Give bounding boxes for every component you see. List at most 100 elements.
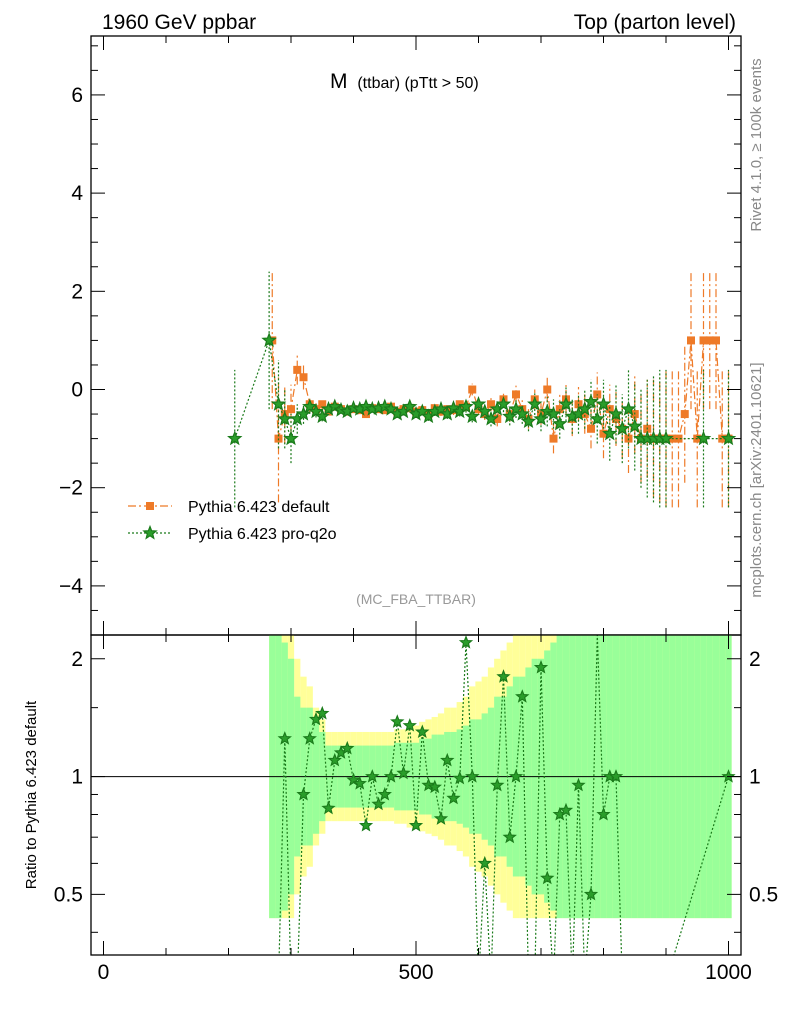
ratio-q2o-point <box>496 669 511 683</box>
y-tick-label: 2 <box>71 280 83 303</box>
default-point <box>512 390 520 399</box>
ratio-q2o-point <box>396 765 411 780</box>
default-point <box>287 405 295 414</box>
header-left: 1960 GeV ppbar <box>102 11 256 34</box>
q2o-point <box>377 398 393 414</box>
q2o-point <box>458 398 474 414</box>
ratio-q2o-point <box>440 752 455 767</box>
q2o-point <box>277 410 293 426</box>
ratio-q2o-point <box>490 777 505 792</box>
ratio-q2o-point <box>277 731 292 745</box>
ratio-q2o-point <box>377 787 392 801</box>
y-tick-label: −4 <box>59 575 83 598</box>
ratio-q2o-point <box>508 769 524 783</box>
ratio-q2o-point <box>346 772 361 787</box>
ratio-q2o-point <box>571 777 586 792</box>
q2o-point <box>602 425 618 441</box>
ratio-q2o-point <box>383 769 399 783</box>
ratio-q2o-point <box>427 779 442 794</box>
ratio-q2o-point <box>533 659 549 674</box>
default-point <box>674 434 683 443</box>
ratio-q2o-point <box>340 740 355 755</box>
ratio-q2o-point <box>402 718 417 732</box>
ratio-y-tick-label-left: 1 <box>71 766 83 789</box>
default-point <box>687 336 695 345</box>
x-tick-label: 0 <box>98 961 110 984</box>
ratio-q2o-point <box>302 731 317 745</box>
q2o-point <box>527 396 543 411</box>
q2o-point <box>608 405 624 421</box>
ratio-q2o-point <box>502 829 517 844</box>
ratio-y-tick-label-left: 0.5 <box>54 883 83 906</box>
main-frame <box>90 35 742 636</box>
default-point <box>587 424 595 433</box>
ratio-q2o-point <box>608 769 624 783</box>
ratio-q2o-point <box>558 802 574 817</box>
q2o-point <box>470 395 487 411</box>
q2o-point <box>327 398 343 414</box>
default-point <box>705 336 714 345</box>
ratio-panel: 0.5 0.5 1 1 2 2 0 500 1000 Ratio to Pythia 6.423… <box>23 634 778 984</box>
q2o-point <box>314 408 330 424</box>
default-point <box>468 385 477 394</box>
default-point <box>362 410 370 419</box>
ratio-y-tick-label-right: 2 <box>749 648 761 671</box>
legend-marker-q2o <box>142 524 158 540</box>
default-point <box>699 336 708 345</box>
x-tick-label: 500 <box>398 961 433 984</box>
q2o-point <box>502 408 518 424</box>
ratio-q2o-point <box>365 769 380 783</box>
default-point <box>493 414 502 423</box>
q2o-point <box>483 410 499 426</box>
ratio-y-tick-label-right: 0.5 <box>749 883 778 906</box>
q2o-point <box>558 395 574 411</box>
y-tick-label: 4 <box>71 182 83 205</box>
ratio-q2o-point <box>296 786 311 801</box>
legend-label-q2o: Pythia 6.423 pro-q2o <box>188 526 337 543</box>
q2o-point <box>477 403 493 419</box>
q2o-point <box>583 393 599 409</box>
default-point <box>580 410 589 419</box>
q2o-point <box>658 430 674 446</box>
default-point <box>299 373 308 382</box>
ratio-q2o-point <box>371 796 386 811</box>
ratio-ylabel: Ratio to Pythia 6.423 default <box>23 700 40 889</box>
ratio-q2o-point <box>358 817 374 832</box>
ratio-q2o-point <box>583 886 599 901</box>
series-q2o-line <box>234 340 729 441</box>
ratio-q2o-point <box>390 714 405 728</box>
ratio-y-tick-label-right: 1 <box>749 766 761 789</box>
q2o-point <box>495 395 512 411</box>
legend-marker-default <box>146 502 154 510</box>
q2o-point <box>227 430 243 446</box>
ratio-q2o-point <box>446 790 461 805</box>
y-tick-label: 0 <box>71 379 83 402</box>
q2o-point <box>261 332 277 348</box>
ratio-q2o-point <box>477 855 492 870</box>
q2o-point <box>577 400 593 416</box>
q2o-point <box>552 415 568 431</box>
q2o-point <box>295 405 312 421</box>
default-point <box>318 400 327 409</box>
default-point <box>487 400 495 409</box>
ratio-q2o-point <box>327 752 342 767</box>
ratio-q2o-point <box>721 769 736 783</box>
q2o-point <box>695 430 712 446</box>
q2o-point <box>627 418 643 433</box>
main-panel: −4 −2 0 2 4 6 M (ttbar) (pTtt > 50) (MC_FBA_T… <box>59 35 742 636</box>
ratio-q2o-point <box>458 635 474 649</box>
default-point <box>605 405 614 414</box>
legend-label-default: Pythia 6.423 default <box>188 499 330 516</box>
q2o-point <box>283 430 299 446</box>
header-right: Top (parton level) <box>574 11 736 34</box>
q2o-point <box>720 430 737 446</box>
y-tick-label: −2 <box>59 477 83 500</box>
q2o-point <box>520 413 537 429</box>
q2o-point <box>539 403 555 419</box>
ratio-q2o-point <box>452 770 467 785</box>
default-point <box>718 434 727 443</box>
ratio-q2o-point <box>415 724 430 739</box>
ratio-q2o-point <box>465 769 480 783</box>
default-point <box>712 336 720 345</box>
